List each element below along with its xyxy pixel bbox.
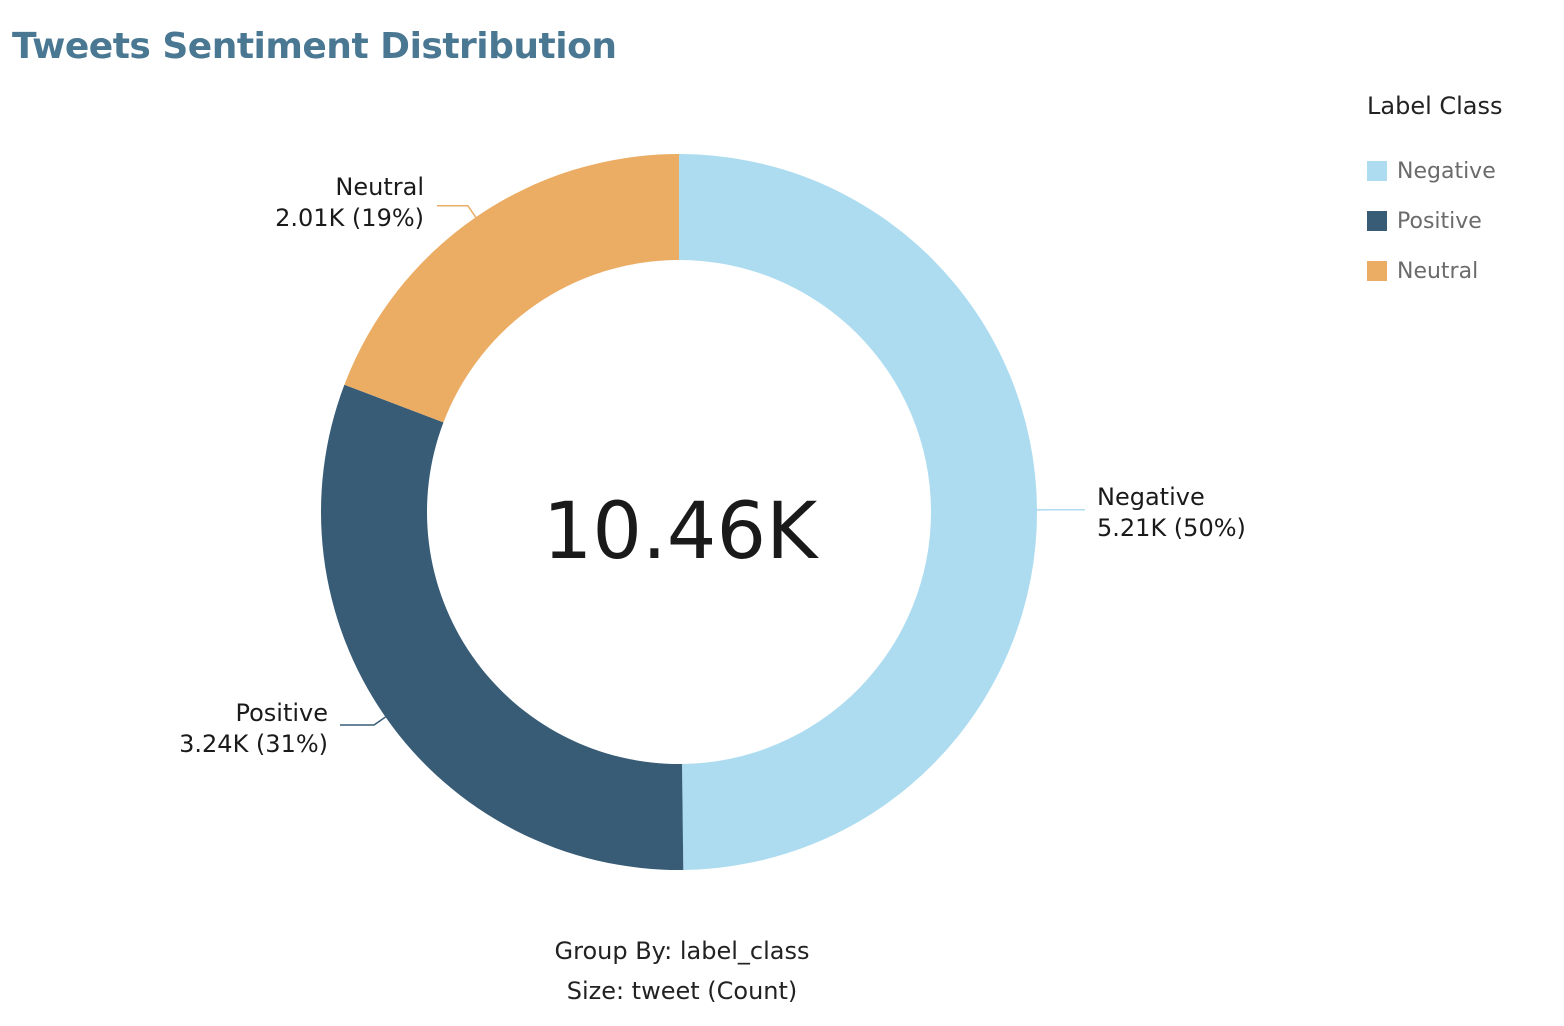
- slice-label-value-positive: 3.24K (31%): [179, 730, 328, 758]
- chart-title: Tweets Sentiment Distribution: [12, 26, 617, 67]
- footer-size: Size: tweet (Count): [566, 977, 798, 1005]
- slice-positive[interactable]: [320, 384, 684, 870]
- slice-label-positive: Positive 3.24K (31%): [179, 699, 328, 758]
- slice-label-value-negative: 5.21K (50%): [1097, 514, 1246, 542]
- legend-title: Label Class: [1367, 92, 1503, 120]
- slice-label-value-neutral: 2.01K (19%): [275, 204, 424, 232]
- slice-neutral[interactable]: [344, 153, 679, 423]
- legend-item-neutral[interactable]: Neutral: [1367, 246, 1557, 296]
- legend-item-positive[interactable]: Positive: [1367, 196, 1557, 246]
- slice-labels: Negative 5.21K (50%) Positive 3.24K (31%) Ne…: [179, 173, 1246, 758]
- slice-label-negative: Negative 5.21K (50%): [1097, 483, 1246, 542]
- donut-slices: [320, 153, 1037, 870]
- slice-label-neutral: Neutral 2.01K (19%): [275, 173, 424, 232]
- legend-label-neutral: Neutral: [1397, 258, 1479, 284]
- slice-negative[interactable]: [679, 154, 1037, 870]
- legend-item-negative[interactable]: Negative: [1367, 146, 1557, 196]
- legend-label-positive: Positive: [1397, 208, 1482, 234]
- slice-label-name-positive: Positive: [235, 699, 328, 727]
- leader-line-neutral: [437, 205, 477, 218]
- legend-swatch-negative: [1367, 161, 1387, 181]
- slice-label-name-negative: Negative: [1097, 483, 1205, 511]
- leader-lines: [340, 205, 1085, 726]
- slice-label-name-neutral: Neutral: [335, 173, 424, 201]
- center-total: 10.46K: [543, 487, 819, 577]
- footer-group-by: Group By: label_class: [554, 937, 810, 965]
- donut-chart: Negative 5.21K (50%) Positive 3.24K (31%) Ne…: [179, 153, 1246, 870]
- legend-swatch-positive: [1367, 211, 1387, 231]
- legend-label-negative: Negative: [1397, 158, 1496, 184]
- legend: Label Class Negative Positive Neutral: [1367, 92, 1557, 296]
- leader-line-positive: [340, 716, 386, 726]
- legend-swatch-neutral: [1367, 261, 1387, 281]
